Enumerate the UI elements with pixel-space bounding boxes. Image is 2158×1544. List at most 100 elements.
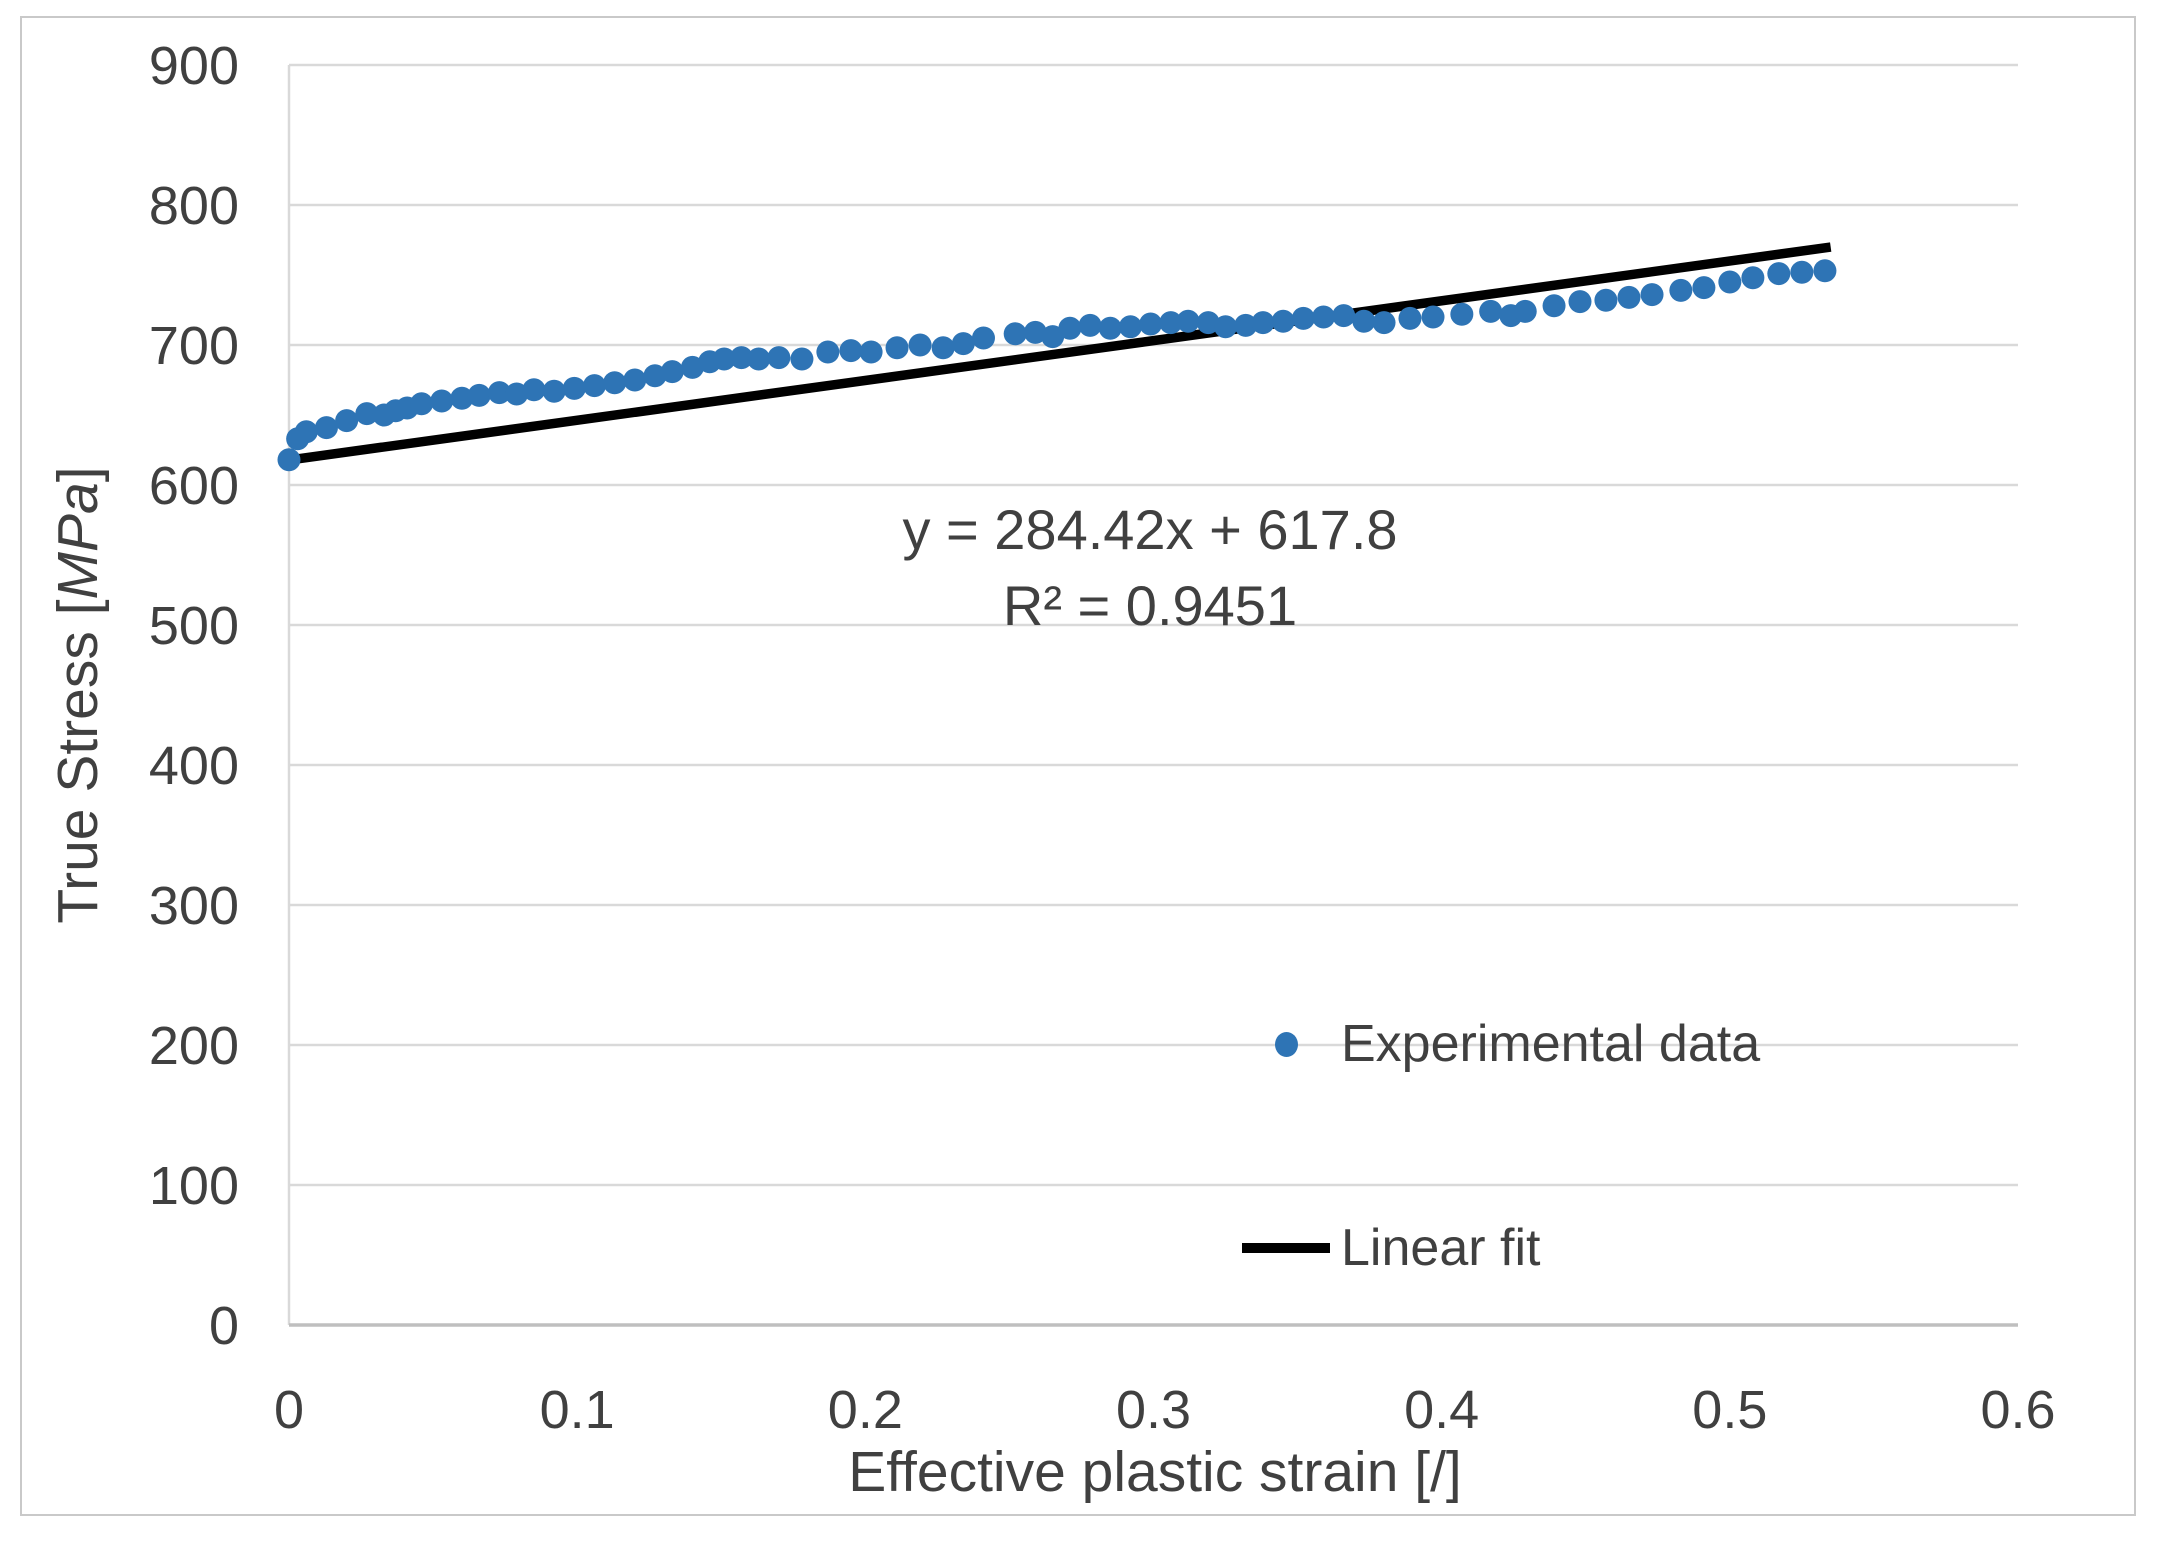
scatter-point xyxy=(1058,316,1082,340)
scatter-point xyxy=(314,416,338,440)
scatter-point xyxy=(335,409,359,433)
scatter-point xyxy=(729,346,753,370)
scatter-point xyxy=(660,360,684,384)
scatter-point xyxy=(522,378,546,402)
y-tick-label-300: 300 xyxy=(149,876,239,936)
chart-border xyxy=(20,16,2136,1516)
scatter-point xyxy=(1041,325,1065,349)
scatter-point xyxy=(1312,305,1336,329)
scatter-point xyxy=(712,347,736,371)
x-tick-label-0.4: 0.4 xyxy=(1404,1380,1479,1440)
scatter-point xyxy=(487,381,511,405)
scatter-point xyxy=(1718,270,1742,294)
y-tick-label-0: 0 xyxy=(209,1296,239,1356)
legend-label: Linear fit xyxy=(1341,1219,1541,1277)
scatter-point xyxy=(1372,311,1396,335)
scatter-point xyxy=(1332,304,1356,328)
y-axis-unit: MPa xyxy=(46,482,110,600)
legend-dot-marker xyxy=(1275,1031,1298,1057)
scatter-point xyxy=(1692,276,1716,300)
y-axis-title: True Stress [MPa] xyxy=(46,466,110,924)
legend-line-marker xyxy=(1242,1243,1330,1253)
y-tick-label-900: 900 xyxy=(149,36,239,96)
scatter-point xyxy=(680,355,704,379)
scatter-point xyxy=(1234,313,1258,337)
y-tick-label-400: 400 xyxy=(149,736,239,796)
trendline-equation: y = 284.42x + 617.8 R² = 0.9451 xyxy=(902,492,1397,644)
scatter-point xyxy=(603,371,627,395)
equation-line: y = 284.42x + 617.8 xyxy=(902,498,1398,561)
scatter-point xyxy=(430,389,454,413)
x-tick-label-0.3: 0.3 xyxy=(1116,1380,1191,1440)
scatter-point xyxy=(1159,311,1183,335)
x-axis-title: Effective plastic strain [/] xyxy=(848,1440,1462,1504)
scatter-point xyxy=(1352,309,1376,333)
legend-entry-linear-fit: Linear fit xyxy=(1242,1216,1540,1280)
scatter-point xyxy=(1741,266,1765,290)
scatter-point xyxy=(1617,285,1641,309)
scatter-point xyxy=(1542,294,1566,318)
scatter-point xyxy=(467,383,491,407)
scatter-point xyxy=(839,339,863,363)
scatter-point xyxy=(1669,278,1693,302)
linear-fit-line xyxy=(288,242,1832,465)
x-tick-label-0.5: 0.5 xyxy=(1692,1380,1767,1440)
y-tick-label-500: 500 xyxy=(149,596,239,656)
scatter-point xyxy=(1251,311,1275,335)
x-tick-label-0.1: 0.1 xyxy=(540,1380,615,1440)
scatter-point xyxy=(790,347,814,371)
x-tick-label-0: 0 xyxy=(274,1380,304,1440)
scatter-point xyxy=(1813,259,1837,283)
y-tick-label-100: 100 xyxy=(149,1156,239,1216)
scatter-point xyxy=(1176,309,1200,333)
scatter-point xyxy=(931,336,955,360)
scatter-point xyxy=(951,332,975,356)
x-tick-label-0.6: 0.6 xyxy=(1980,1380,2055,1440)
scatter-point xyxy=(355,402,379,426)
y-tick-label-700: 700 xyxy=(149,316,239,376)
legend-entry-experimental-data: Experimental data xyxy=(1275,1012,1760,1076)
x-tick-label-0.2: 0.2 xyxy=(828,1380,903,1440)
scatter-point xyxy=(1398,306,1422,330)
scatter-point xyxy=(1421,305,1445,329)
scatter-point xyxy=(505,382,529,406)
scatter-point xyxy=(1767,262,1791,286)
scatter-point xyxy=(1196,311,1220,335)
scatter-point xyxy=(294,420,318,444)
scatter-point xyxy=(1003,322,1027,346)
scatter-point xyxy=(582,374,606,398)
scatter-point xyxy=(1594,288,1618,312)
scatter-point xyxy=(623,368,647,392)
scatter-point xyxy=(643,364,667,388)
scatter-point xyxy=(971,326,995,350)
y-tick-label-600: 600 xyxy=(149,456,239,516)
legend-label: Experimental data xyxy=(1341,1015,1761,1073)
scatter-point xyxy=(1450,302,1474,326)
scatter-point xyxy=(747,347,771,371)
scatter-point xyxy=(1214,315,1238,339)
scatter-point xyxy=(450,386,474,410)
scatter-point xyxy=(1790,260,1814,284)
scatter-point xyxy=(1023,320,1047,344)
scatter-point xyxy=(859,340,883,364)
scatter-point xyxy=(1568,290,1592,314)
r-squared-line: R² = 0.9451 xyxy=(1002,574,1298,637)
scatter-point xyxy=(410,392,434,416)
scatter-point xyxy=(277,448,301,472)
scatter-point xyxy=(1271,309,1295,333)
scatter-point xyxy=(1291,306,1315,330)
scatter-point xyxy=(1098,316,1122,340)
y-tick-label-200: 200 xyxy=(149,1016,239,1076)
scatter-point xyxy=(542,379,566,403)
y-tick-label-800: 800 xyxy=(149,176,239,236)
scatter-point xyxy=(1118,315,1142,339)
scatter-point xyxy=(1640,283,1664,307)
scatter-point xyxy=(1513,299,1537,323)
scatter-point xyxy=(767,346,791,370)
scatter-point xyxy=(908,333,932,357)
scatter-point xyxy=(816,340,840,364)
scatter-point xyxy=(1078,313,1102,337)
scatter-point xyxy=(562,376,586,400)
